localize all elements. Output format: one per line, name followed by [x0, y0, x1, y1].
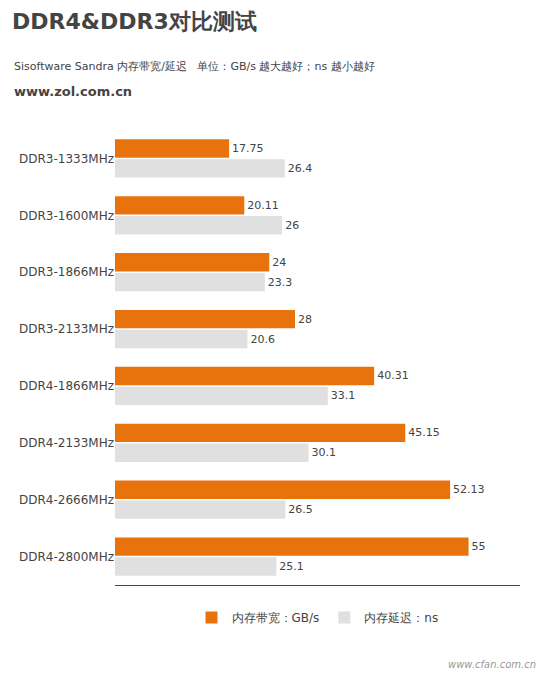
svg-text:24: 24 [272, 256, 286, 269]
svg-text:20.11: 20.11 [247, 199, 279, 212]
svg-text:DDR4-2133MHz: DDR4-2133MHz [19, 436, 114, 450]
svg-text:33.1: 33.1 [331, 389, 356, 402]
svg-text:内存带宽：GB/s: 内存带宽：GB/s [232, 611, 320, 625]
svg-text:25.1: 25.1 [279, 560, 304, 573]
svg-text:26.4: 26.4 [288, 162, 313, 175]
svg-text:www.zol.com.cn: www.zol.com.cn [14, 84, 132, 99]
svg-text:DDR3-1600MHz: DDR3-1600MHz [19, 209, 114, 223]
svg-text:DDR3-1866MHz: DDR3-1866MHz [19, 265, 114, 279]
svg-text:55: 55 [472, 540, 486, 553]
svg-text:30.1: 30.1 [312, 446, 337, 459]
svg-text:DDR4-2666MHz: DDR4-2666MHz [19, 493, 114, 507]
svg-text:DDR4-1866MHz: DDR4-1866MHz [19, 379, 114, 393]
svg-text:Sisoftware Sandra 内存带宽/延迟 单位: Sisoftware Sandra 内存带宽/延迟 单位：GB/s 越大越好；n… [14, 60, 375, 73]
svg-text:45.15: 45.15 [408, 426, 440, 439]
svg-text:40.31: 40.31 [377, 369, 409, 382]
svg-text:DDR4-2800MHz: DDR4-2800MHz [19, 550, 114, 564]
svg-text:www.cfan.com.cn: www.cfan.com.cn [448, 659, 536, 670]
svg-text:DDR3-1333MHz: DDR3-1333MHz [19, 152, 114, 166]
svg-text:20.6: 20.6 [250, 333, 275, 346]
svg-text:内存延迟：ns: 内存延迟：ns [364, 611, 438, 625]
svg-text:26.5: 26.5 [288, 503, 313, 516]
svg-text:DDR4&DDR3对比测试: DDR4&DDR3对比测试 [12, 9, 257, 34]
svg-text:28: 28 [298, 313, 312, 326]
svg-text:DDR3-2133MHz: DDR3-2133MHz [19, 322, 114, 336]
svg-text:26: 26 [285, 219, 299, 232]
svg-text:52.13: 52.13 [453, 483, 485, 496]
svg-text:23.3: 23.3 [268, 276, 293, 289]
svg-text:17.75: 17.75 [232, 142, 263, 155]
